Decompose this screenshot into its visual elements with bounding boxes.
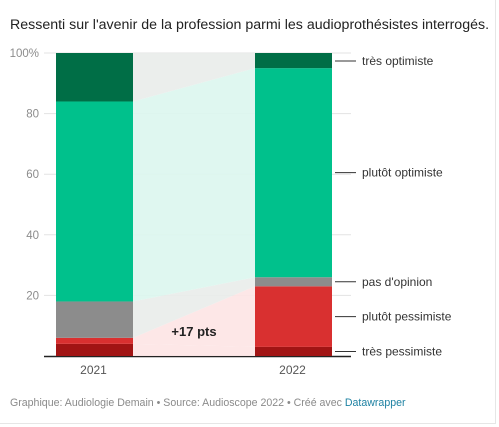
series-label: plutôt pessimiste	[362, 310, 452, 324]
flow-band	[133, 53, 255, 102]
bar-segment	[56, 53, 133, 102]
annotation-label: +17 pts	[171, 324, 216, 339]
y-tick-label: 80	[26, 109, 39, 121]
bar-segment	[255, 346, 332, 356]
flow-band	[133, 68, 255, 302]
flow-band	[133, 343, 255, 356]
footer-credits: Graphique: Audiologie Demain • Source: A…	[10, 397, 342, 409]
series-label: très pessimiste	[362, 344, 442, 358]
x-tick-label: 2021	[80, 363, 107, 377]
y-tick-label: 60	[26, 169, 39, 181]
bar-segment	[56, 101, 133, 302]
y-tick-label: 100%	[10, 48, 39, 60]
stacked-bar-chart: 20 40 60 80 100% 2021 2022 très optimiste plutôt…	[10, 48, 452, 377]
series-label: pas d'opinion	[362, 275, 432, 289]
series-label: plutôt optimiste	[362, 166, 443, 180]
bar-segment	[56, 343, 133, 356]
bar-segment	[255, 68, 332, 278]
bar-segment	[255, 286, 332, 347]
datawrapper-link[interactable]: Datawrapper	[344, 397, 406, 409]
chart-title: Ressenti sur l'avenir de la profession p…	[10, 17, 490, 33]
flow-band	[133, 286, 255, 347]
y-tick-label: 40	[26, 230, 39, 242]
bar-segment	[255, 53, 332, 69]
series-label: très optimiste	[362, 54, 434, 68]
y-tick-label: 20	[26, 290, 39, 302]
flow-band	[133, 277, 255, 338]
bar-segment	[255, 277, 332, 287]
bar-segment	[56, 301, 133, 338]
chart-footer: Graphique: Audiologie Demain • Source: A…	[10, 397, 406, 409]
bar-segment	[56, 337, 133, 344]
x-tick-label: 2022	[279, 363, 306, 377]
